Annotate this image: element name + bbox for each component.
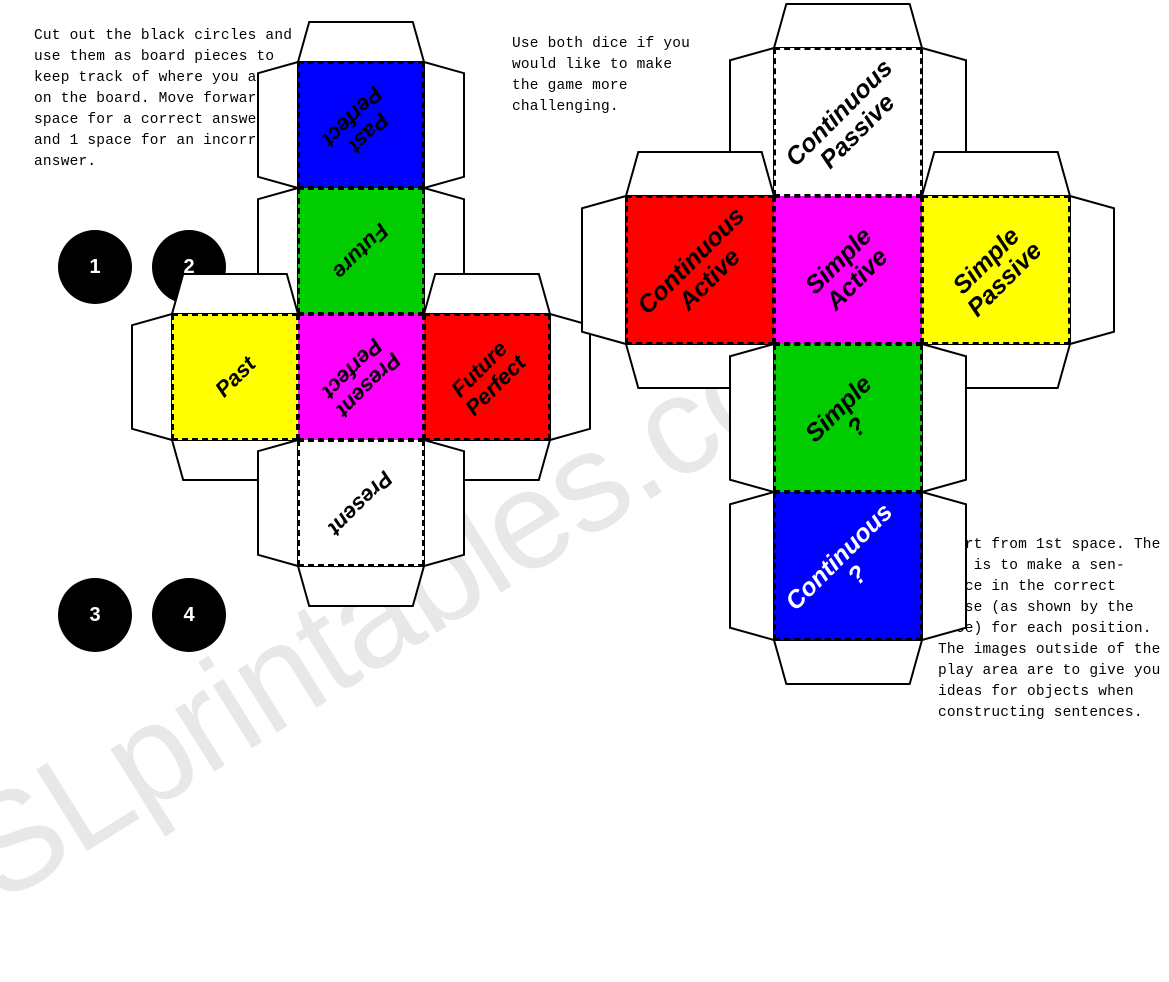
fold-flap [1070,196,1114,344]
fold-flap [922,344,966,492]
instructions-bottom-right: Start from 1st space. The aim is to make… [938,535,1168,724]
fold-flap [172,274,298,314]
fold-flap [424,62,464,188]
fold-flap [424,440,464,566]
die2-face-top-label: Continuous Passive [780,54,915,189]
board-piece-3: 3 [58,578,132,652]
die1-face-left-label: Past [210,352,259,401]
fold-flap [922,492,966,640]
fold-flap [582,196,626,344]
fold-flap [132,314,172,440]
instructions-top-left: Cut out the black circles and use them a… [34,26,294,173]
fold-flap [730,344,774,492]
die1-face-center: Present Perfect [298,314,424,440]
fold-flap [424,274,550,314]
die2-face-top: Continuous Passive [774,48,922,196]
fold-flap [774,4,922,48]
die2-face-center-label: Simple Active [800,222,895,317]
fold-flap [730,492,774,640]
fold-flap [774,640,922,684]
die2-face-left-label: Continuous Active [632,202,767,337]
die2-face-right-label: Simple Passive [945,219,1048,322]
die1-face-top-label: Past Perfect [318,82,403,167]
die1-face-upper-label: Future [329,219,394,284]
die2-face-lower: Simple ? [774,344,922,492]
die1-face-left: Past [172,314,298,440]
instructions-top-middle: Use both dice if you would like to make … [512,34,712,118]
fold-flap [258,440,298,566]
board-piece-1: 1 [58,230,132,304]
die1-face-top: Past Perfect [298,62,424,188]
die1-face-right-label: Future Perfect [444,334,529,419]
die1-face-right: Future Perfect [424,314,550,440]
die2-face-lower-label: Simple ? [800,370,895,465]
die2-face-left: Continuous Active [626,196,774,344]
fold-flap [298,22,424,62]
die1-face-center-label: Present Perfect [316,332,406,422]
die2-face-right: Simple Passive [922,196,1070,344]
die1-face-upper: Future [298,188,424,314]
board-piece-4: 4 [152,578,226,652]
fold-flap [626,152,774,196]
die2-face-bottom-label: Continuous ? [780,498,915,633]
fold-flap [922,152,1070,196]
die2-face-bottom: Continuous ? [774,492,922,640]
fold-flap [258,62,298,188]
die2-face-center: Simple Active [774,196,922,344]
fold-flap [298,566,424,606]
die1-face-bottom: Present [298,440,424,566]
die1-face-bottom-label: Present [324,466,397,539]
